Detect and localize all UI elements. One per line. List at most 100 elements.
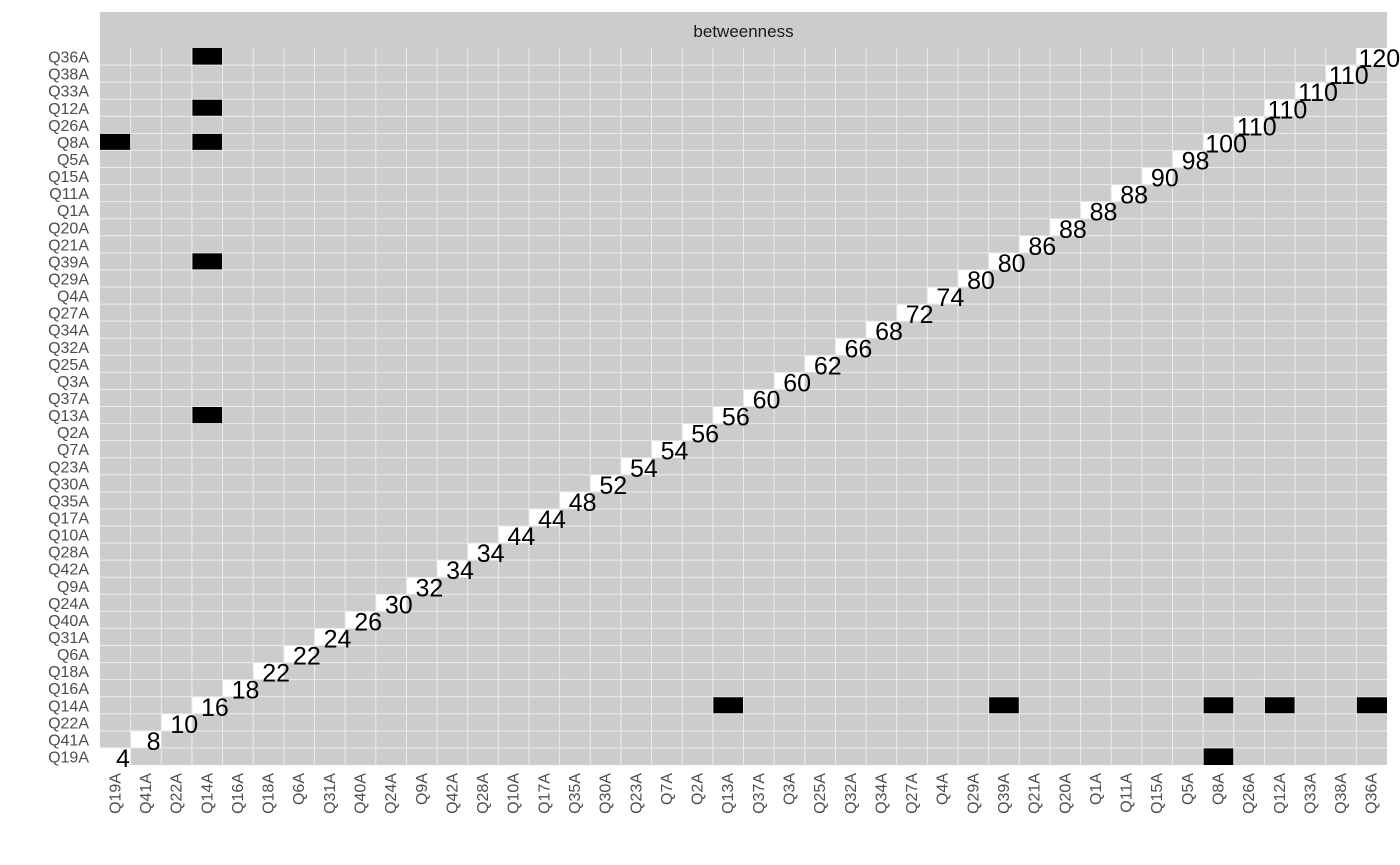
diagonal-cell [437,560,468,578]
y-tick-label: Q24A [48,596,89,613]
diagonal-value-label: 44 [538,506,566,534]
y-tick-label: Q33A [48,84,89,101]
diagonal-cell [529,508,560,526]
x-tick-label: Q37A [751,773,768,814]
diagonal-cell [896,304,928,322]
diagonal-value-label: 24 [324,626,352,654]
diagonal-value-label: 8 [147,728,161,756]
diagonal-value-label: 68 [875,318,903,346]
diagonal-value-label: 88 [1120,182,1148,210]
y-tick-label: Q12A [48,101,89,118]
x-tick-label: Q24A [383,773,400,814]
diagonal-value-label: 48 [569,489,597,517]
diagonal-value-label: 88 [1059,216,1087,244]
diagonal-cell [559,491,591,509]
x-tick-label: Q41A [138,773,155,814]
x-tick-label: Q11A [1119,773,1136,813]
y-tick-label: Q10A [48,528,89,545]
x-tick-label: Q22A [169,773,186,814]
x-tick-label: Q27A [904,773,921,814]
diagonal-cell [161,713,192,731]
diagonal-value-label: 60 [783,369,811,397]
y-tick-label: Q28A [48,545,89,562]
diagonal-value-label: 80 [967,267,995,295]
y-tick-label: Q26A [48,118,89,135]
y-tick-label: Q31A [48,630,89,647]
diagonal-cell [345,611,376,629]
y-tick-label: Q2A [57,425,89,442]
x-tick-label: Q16A [230,773,247,814]
y-tick-label: Q22A [48,715,89,732]
marked-cell [191,133,223,151]
diagonal-cell [1295,82,1326,100]
diagonal-value-label: 44 [507,523,535,551]
x-tick-label: Q30A [598,773,615,814]
y-tick-label: Q21A [48,237,89,254]
y-tick-label: Q37A [48,391,89,408]
marked-cell [1356,696,1387,714]
x-tick-label: Q39A [996,773,1013,814]
facet-strip: betweenness [100,12,1387,48]
facet-strip-background [100,12,1387,48]
x-tick-label: Q13A [720,773,737,814]
diagonal-value-label: 22 [262,660,290,688]
x-tick-label: Q23A [628,773,645,814]
y-tick-label: Q7A [57,442,89,459]
diagonal-cell [130,730,162,748]
x-tick-label: Q15A [1149,773,1166,814]
diagonal-value-label: 16 [201,694,229,722]
y-tick-label: Q40A [48,613,89,630]
x-tick-label: Q17A [536,773,553,814]
diagonal-value-label: 120 [1358,45,1400,73]
diagonal-cell [1141,167,1173,185]
diagonal-cell [651,440,683,458]
diagonal-value-label: 110 [1329,62,1369,90]
y-tick-label: Q25A [48,357,89,374]
x-tick-label: Q40A [352,773,369,814]
x-tick-label: Q26A [1241,773,1258,814]
x-tick-label: Q29A [965,773,982,814]
marked-cell [712,696,744,714]
diagonal-cell [191,696,223,714]
diagonal-cell [283,645,315,663]
facet-strip-label: betweenness [693,22,793,41]
x-tick-label: Q31A [322,773,339,814]
diagonal-value-label: 32 [416,574,444,602]
diagonal-value-label: 56 [722,404,750,432]
diagonal-cell [712,406,744,424]
y-tick-label: Q38A [48,67,89,84]
x-tick-label: Q2A [690,773,707,805]
diagonal-cell [620,457,652,475]
y-tick-label: Q20A [48,220,89,237]
diagonal-value-label: 54 [661,438,689,466]
x-tick-label: Q14A [199,773,216,814]
x-tick-label: Q35A [567,773,584,814]
diagonal-value-label: 74 [936,284,964,312]
x-tick-label: Q10A [506,773,523,814]
marked-cell [1203,696,1234,714]
diagonal-value-label: 34 [477,540,505,568]
diagonal-value-label: 18 [232,677,260,705]
diagonal-cell [467,543,499,561]
diagonal-cell [406,577,438,595]
x-tick-label: Q33A [1302,773,1319,814]
diagonal-cell [958,269,989,287]
y-tick-label: Q16A [48,681,89,698]
diagonal-cell [1080,201,1112,219]
y-tick-label: Q36A [48,50,89,67]
diagonal-cell [743,389,775,407]
diagonal-cell [314,628,346,646]
diagonal-value-label: 110 [1237,113,1277,141]
diagonal-value-label: 54 [630,455,658,483]
diagonal-cell [835,338,867,356]
diagonal-cell [1111,184,1142,202]
y-tick-label: Q6A [57,647,89,664]
diagonal-cell [774,372,805,390]
y-tick-label: Q27A [48,306,89,323]
diagonal-value-label: 88 [1090,199,1118,227]
diagonal-cell [1233,116,1265,134]
diagonal-cell [682,423,713,441]
x-tick-label: Q19A [107,773,124,814]
diagonal-value-label: 34 [446,557,474,585]
diagonal-value-label: 10 [170,711,198,739]
